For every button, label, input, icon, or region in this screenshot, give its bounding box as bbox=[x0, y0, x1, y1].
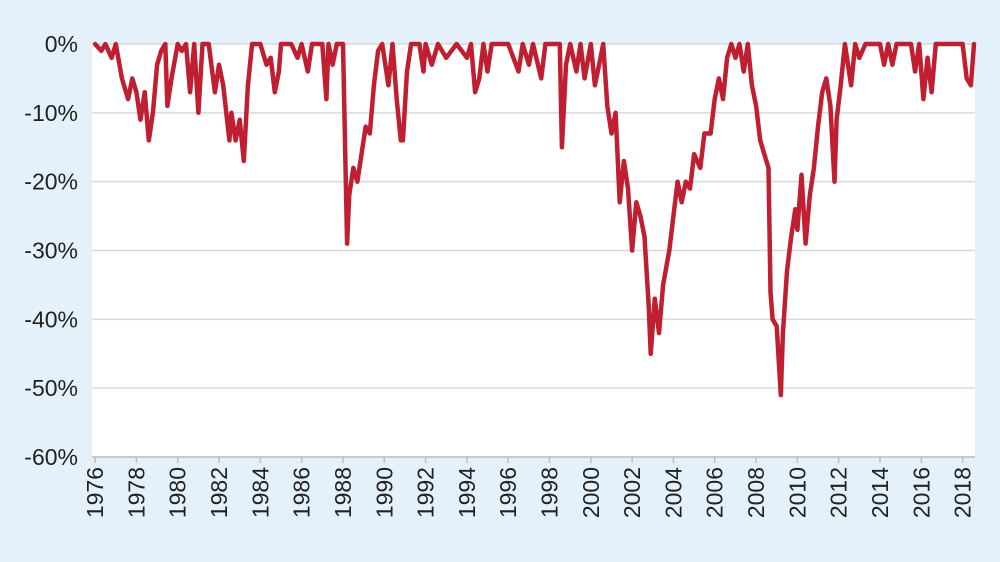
x-tick-label: 1992 bbox=[413, 467, 439, 518]
x-tick-label: 2018 bbox=[950, 467, 976, 518]
drawdown-line bbox=[92, 41, 977, 398]
x-tick-label: 2004 bbox=[660, 467, 686, 518]
y-tick-label: -20% bbox=[24, 169, 78, 195]
x-tick-label: 2000 bbox=[578, 467, 604, 518]
x-tick-label: 1984 bbox=[247, 467, 273, 518]
y-tick-label: -40% bbox=[24, 306, 78, 332]
y-tick-label: -50% bbox=[24, 375, 78, 401]
y-tick-label: -30% bbox=[24, 238, 78, 264]
x-tick-label: 2006 bbox=[702, 467, 728, 518]
x-tick-label: 2014 bbox=[867, 467, 893, 518]
x-tick-label: 2016 bbox=[908, 467, 934, 518]
x-tick-label: 2012 bbox=[826, 467, 852, 518]
y-tick-label: -60% bbox=[24, 444, 78, 470]
x-tick-label: 1990 bbox=[371, 467, 397, 518]
x-tick-label: 1988 bbox=[330, 467, 356, 518]
x-tick-label: 2002 bbox=[619, 467, 645, 518]
x-tick-label: 1986 bbox=[289, 467, 315, 518]
x-tick-label: 1976 bbox=[82, 467, 108, 518]
x-tick-label: 1996 bbox=[495, 467, 521, 518]
x-tick-label: 2008 bbox=[743, 467, 769, 518]
x-tick-label: 1978 bbox=[123, 467, 149, 518]
x-tick-label: 1994 bbox=[454, 467, 480, 518]
y-tick-label: 0% bbox=[45, 31, 78, 57]
x-tick-label: 2010 bbox=[784, 467, 810, 518]
y-tick-label: -10% bbox=[24, 100, 78, 126]
x-tick-label: 1998 bbox=[537, 467, 563, 518]
x-tick-label: 1982 bbox=[206, 467, 232, 518]
x-tick-label: 1980 bbox=[165, 467, 191, 518]
